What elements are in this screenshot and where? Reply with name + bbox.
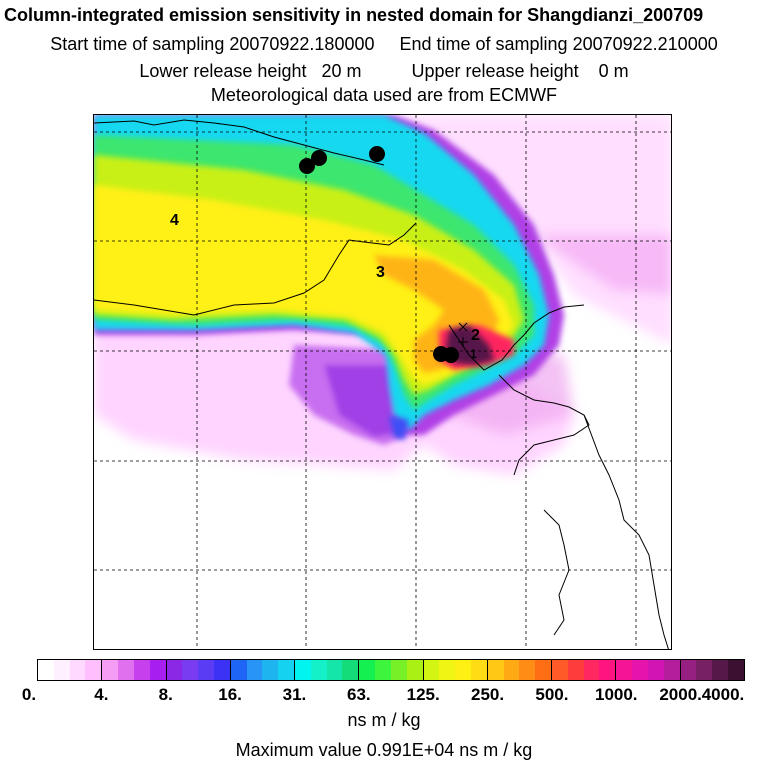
color-scale-segment [85,660,103,680]
receptor-marker [311,150,327,166]
color-scale-segment [69,660,86,680]
color-scale-segment [326,660,343,680]
color-scale-segment [487,660,504,680]
color-scale-segment [647,660,664,680]
color-scale-segment [182,660,199,680]
color-scale-tick-label: 8. [158,685,173,704]
map-panel: 4 3 2 1 [93,114,672,650]
color-scale-segment [503,660,520,680]
map-title: Column-integrated emission sensitivity i… [4,5,704,25]
map-label-2: 2 [471,327,480,344]
blue-tail [389,415,409,440]
maximum-value-label: Maximum value 0.991E+04 ns m / kg [235,740,533,760]
color-scale-segment [133,660,150,680]
color-scale-segment [423,660,440,680]
color-scale-segment [663,660,681,680]
color-scale-segment [246,660,263,680]
color-scale-segment [727,660,744,680]
receptor-marker [369,146,385,162]
color-scale-tick-label: 16. [218,685,242,704]
color-scale-unit: ns m / kg [347,710,421,730]
color-scale-tick-label: 0. [21,685,37,704]
color-scale-tick-label: 4. [94,685,109,704]
color-scale-segment [632,660,648,680]
color-scale-segment [696,660,713,680]
color-scale-segment [102,660,119,680]
release-height-line: Lower release height 20 m Upper release … [139,61,629,81]
color-scale-segment [390,660,407,680]
color-scale-bar [37,659,745,681]
color-scale-segment [278,660,295,680]
graticule [94,115,671,649]
receptor-marker [299,158,315,174]
color-scale-segment [712,660,728,680]
color-scale-segment [519,660,536,680]
color-scale-segment [166,660,183,680]
color-scale-segment [230,660,247,680]
color-scale-segment [375,660,391,680]
color-scale-segment [342,660,360,680]
color-scale-segment [359,660,376,680]
color-scale-tick-label: 2000. [659,685,702,704]
color-scale-segment [53,660,70,680]
color-scale-segment [406,660,424,680]
color-scale-segment [118,660,134,680]
color-scale-tick-label: 125. [406,685,440,704]
map-label-3: 3 [376,264,385,281]
map-label-1: 1 [470,347,477,361]
color-scale-segment [535,660,552,680]
color-scale-segment [599,660,617,680]
sensitivity-map: 4 3 2 1 [94,115,671,649]
color-scale-segment [295,660,311,680]
color-scale-segment [439,660,456,680]
color-scale-segment [262,660,279,680]
site-markers [458,322,468,347]
color-scale-tick-label: 4000. [701,685,745,704]
color-scale-tick-label: 250. [470,685,505,704]
coastline [94,119,669,649]
color-scale-tick-label: 500. [535,685,569,704]
color-scale-segment [149,660,167,680]
receptor-markers [299,146,459,363]
color-scale-segment [198,660,214,680]
color-scale-segment [38,660,54,680]
color-scale-tick-label: 63. [346,685,371,704]
color-scale-segment [310,660,327,680]
met-data-line: Meteorological data used are from ECMWF [210,85,558,105]
color-scale-segment [567,660,584,680]
sampling-time-line: Start time of sampling 20070922.180000 E… [50,34,718,54]
color-scale-segment [583,660,600,680]
color-scale-tick-label: 1000. [594,685,638,704]
color-scale-segment [680,660,697,680]
color-scale-segment [552,660,568,680]
color-scale-tick-label: 31. [282,685,307,704]
color-scale-segment [470,660,488,680]
receptor-marker [443,347,459,363]
yellow-band [94,185,514,385]
color-scale-segment [455,660,471,680]
map-label-4: 4 [170,212,179,229]
color-scale-segment [213,660,231,680]
color-scale-segment [616,660,633,680]
